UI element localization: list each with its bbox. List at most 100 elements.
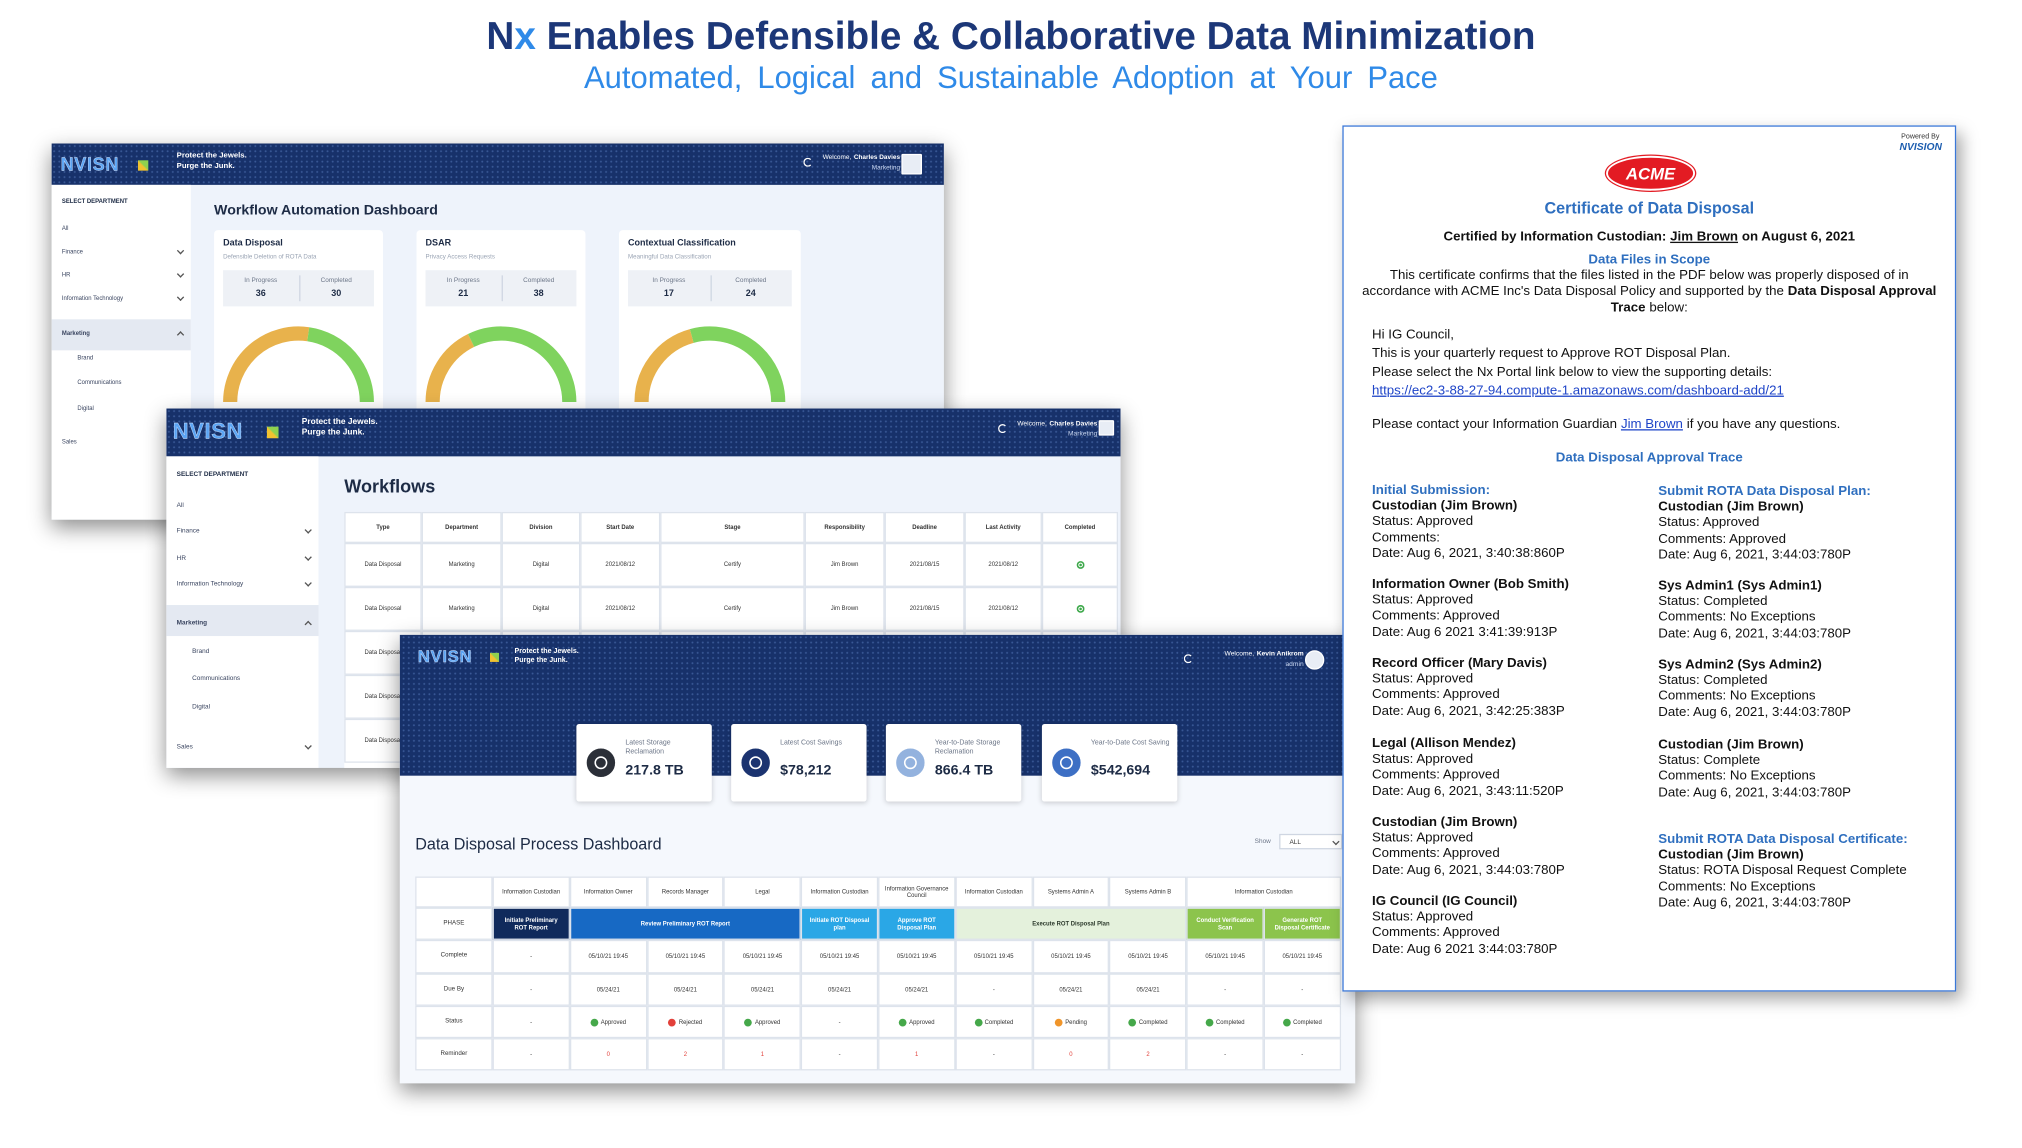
logo: NVISN	[417, 646, 473, 666]
table-cell: Digital	[501, 586, 581, 631]
trace-line: Status: Completed	[1658, 673, 1768, 689]
column-header: Start Date	[580, 511, 661, 543]
trace-line: Date: Aug 6, 2021, 3:44:03:780P	[1658, 626, 1851, 641]
status-icon	[898, 1018, 907, 1026]
trace-line: Status: Complete	[1658, 753, 1761, 769]
trace-entry: Custodian (Jim Brown) Status: Approved Com…	[1372, 816, 1565, 879]
table-cell: 05/24/21	[646, 973, 724, 1006]
portal-link: https://ec2-3-88-27-94.compute-1.amazona…	[1372, 383, 1784, 399]
trace-line: Status: Approved	[1372, 515, 1474, 530]
gauge-completed	[689, 326, 786, 403]
table-cell: 2021/08/12	[964, 586, 1042, 631]
stat-label: Completed	[320, 276, 352, 285]
table-cell: 2021/08/12	[580, 586, 661, 631]
role-header: Systems Admin B	[1109, 876, 1187, 908]
phase-cell: Initiate Preliminary ROT Report	[492, 907, 570, 940]
kpi-card: Year-to-Date Storage Reclamation 866.4 TB	[885, 723, 1022, 802]
status-text: Approved	[600, 1018, 627, 1026]
role-header: Information Custodian	[1186, 876, 1341, 908]
table-cell: 05/10/21 19:45	[723, 939, 802, 974]
trace-entry: Custodian (Jim Brown) Status: Complete Com…	[1658, 738, 1851, 801]
reminder-cell: -	[1186, 1038, 1264, 1071]
user-name: Charles Davies	[853, 153, 901, 162]
kpi-icon	[586, 748, 616, 777]
phase-label: PHASE	[415, 907, 493, 940]
trace-name: Record Officer (Mary Davis)	[1372, 656, 1547, 671]
trace-line: Comments: Approved	[1372, 768, 1500, 783]
row-label: Reminder	[415, 1038, 493, 1071]
refresh-icon	[1183, 654, 1193, 664]
table-cell: -	[801, 1005, 879, 1039]
user-role: Marketing	[871, 163, 901, 172]
trace-line: Status: Approved	[1372, 831, 1474, 846]
chevron	[304, 526, 312, 534]
statement-bold: Data Disposal Approval Trace	[1610, 284, 1937, 316]
user-role: Marketing	[1067, 430, 1098, 438]
table-cell: 05/10/21 19:45	[878, 939, 956, 974]
table-cell	[1041, 586, 1118, 631]
stat-label: In Progress	[446, 276, 480, 285]
trace-line: Comments: Approved	[1658, 532, 1786, 547]
statement: This certificate confirms that the files…	[1359, 269, 1939, 317]
gauge-completed	[306, 327, 374, 403]
completed-icon	[1076, 605, 1084, 613]
logo-mark	[267, 426, 280, 439]
completed-icon	[1076, 561, 1084, 569]
status-text: Rejected	[678, 1018, 703, 1026]
column-header: Division	[501, 511, 581, 543]
certified-line: Certified by Information Custodian: Jim B…	[1344, 230, 1955, 244]
trace-line: Date: Aug 6, 2021, 3:44:03:780P	[1658, 895, 1851, 910]
table-cell: -	[955, 973, 1033, 1006]
stat-box: In Progress 36 Completed 30	[223, 270, 374, 307]
table-cell: 2021/08/12	[964, 542, 1042, 587]
trace-name: IG Council (IG Council)	[1372, 894, 1518, 909]
phase-cell: Conduct Verification Scan	[1186, 907, 1264, 940]
reminder-cell: -	[801, 1038, 879, 1071]
table-cell: 05/10/21 19:45	[569, 939, 647, 974]
trace-entry: Information Owner (Bob Smith) Status: App…	[1372, 578, 1569, 641]
department-item: Brand	[192, 647, 210, 656]
reminder-cell: 1	[878, 1038, 956, 1071]
welcome: Welcome, Kevin Anikrom admin	[1225, 650, 1304, 670]
table-cell: -	[1263, 973, 1341, 1006]
table-cell: 2021/08/12	[580, 542, 661, 587]
tagline-line: Protect the Jewels.	[176, 152, 247, 161]
stat-divider	[500, 275, 502, 302]
sidebar: SELECT DEPARTMENT All Finance HR Information…	[166, 456, 319, 768]
slide-subtitle: Automated, Logical and Sustainable Adopt…	[584, 60, 1438, 96]
status-icon	[744, 1018, 753, 1026]
app-header: NVISN Protect the Jewels. Purge the Junk. W…	[399, 634, 1356, 776]
department-item: Digital	[192, 703, 211, 712]
trace-name: Custodian (Jim Brown)	[1372, 499, 1518, 514]
column-header: Last Activity	[964, 511, 1042, 543]
table-cell: Data Disposal	[344, 586, 422, 631]
stat-box: In Progress 17 Completed 24	[627, 270, 792, 307]
phase-cell: Approve ROT Disposal Plan	[878, 907, 956, 940]
refresh-icon	[997, 424, 1008, 434]
user-role: admin	[1285, 660, 1304, 669]
stat-box: In Progress 21 Completed 38	[425, 270, 577, 307]
trace-entry: Legal (Allison Mendez) Status: Approved Co…	[1372, 737, 1564, 800]
card-subtitle: Privacy Access Requests	[425, 254, 495, 262]
stat-label: Completed	[735, 276, 767, 285]
role-header: Information Custodian	[492, 876, 570, 908]
chevron	[176, 270, 185, 278]
table-corner	[415, 876, 493, 908]
table-cell: 05/10/21 19:45	[801, 939, 879, 974]
card-title: Contextual Classification	[627, 239, 736, 249]
marketing-band	[51, 319, 191, 351]
guardian-link: Jim Brown	[1620, 417, 1683, 432]
kpi-icon	[896, 748, 925, 777]
files-heading: Data Files in Scope	[1588, 253, 1711, 268]
user-name: Charles Davies	[1049, 420, 1098, 428]
gauge	[223, 326, 374, 403]
sidebar-heading: SELECT DEPARTMENT	[61, 197, 128, 205]
status-icon	[1282, 1018, 1291, 1026]
department-item: Digital	[77, 404, 94, 412]
phase-cell: Initiate ROT Disposal plan	[801, 907, 879, 940]
trace-line: Date: Aug 6, 2021, 3:44:03:780P	[1658, 705, 1851, 720]
trace-entry: Sys Admin2 (Sys Admin2) Status: Completed…	[1658, 658, 1851, 721]
phase-cell: Execute ROT Disposal Plan	[955, 907, 1187, 940]
statement-end: below:	[1649, 300, 1688, 316]
table-cell: 05/24/21	[723, 973, 802, 1006]
